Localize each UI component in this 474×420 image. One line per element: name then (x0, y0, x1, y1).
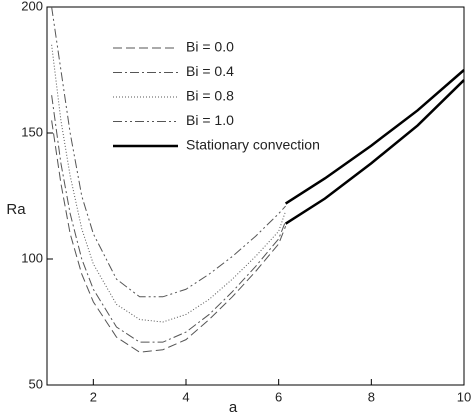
y-tick-label: 200 (21, 0, 43, 13)
x-tick-label: 4 (182, 389, 189, 404)
y-tick-label: 100 (21, 250, 43, 265)
series-line (51, 44, 287, 323)
series-line (284, 79, 465, 225)
legend-label: Bi = 0.4 (186, 63, 234, 79)
x-tick-label: 2 (90, 389, 97, 404)
series-line (284, 69, 465, 205)
series-line (51, 120, 287, 353)
legend-label: Bi = 0.8 (186, 88, 234, 104)
x-tick-label: 10 (457, 389, 471, 404)
x-tick-label: 6 (275, 389, 282, 404)
y-axis-label: Ra (6, 201, 26, 218)
series-line (51, 6, 286, 298)
x-tick-label: 8 (368, 389, 375, 404)
y-tick-label: 150 (21, 124, 43, 139)
plot-frame (46, 6, 465, 386)
series-line (51, 95, 287, 343)
legend-label: Bi = 0.0 (186, 39, 234, 55)
x-axis-label: a (229, 399, 238, 416)
legend-label: Stationary convection (186, 137, 320, 153)
legend-label: Bi = 1.0 (186, 112, 234, 128)
y-tick-label: 50 (29, 376, 43, 391)
